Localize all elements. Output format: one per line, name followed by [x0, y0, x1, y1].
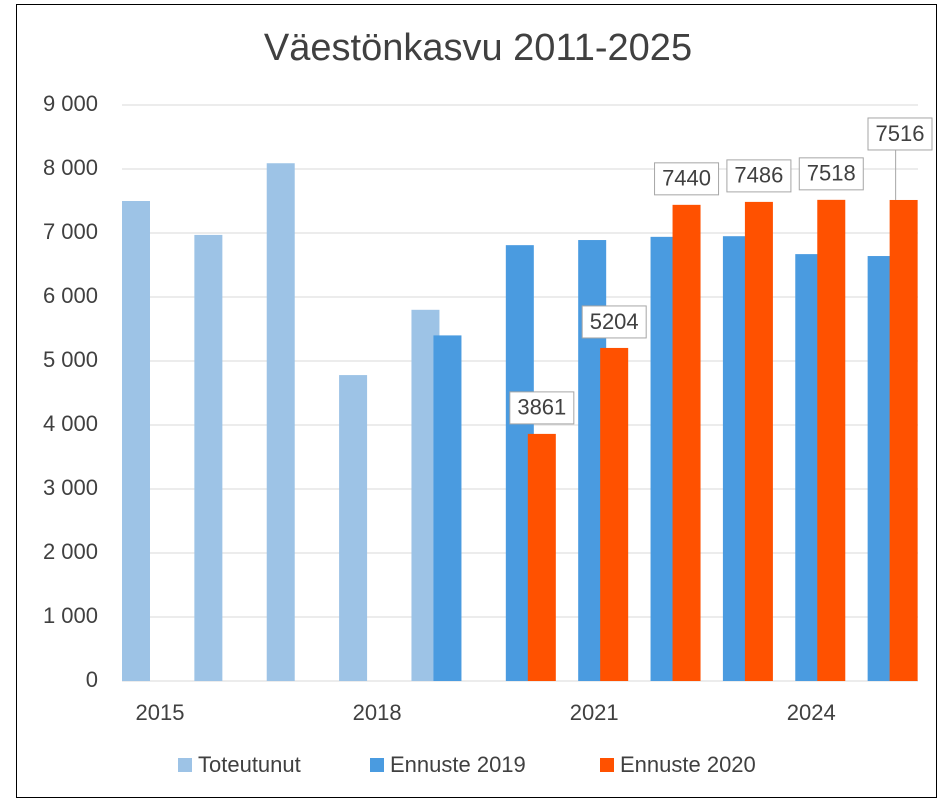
- data-label-box: [726, 159, 792, 193]
- data-label: 7440: [662, 166, 711, 191]
- legend-swatch: [600, 758, 614, 772]
- y-tick-label: 0: [86, 667, 98, 692]
- bar: [339, 375, 368, 681]
- legend-label: Toteutunut: [198, 752, 301, 777]
- legend-swatch: [178, 758, 192, 772]
- bar: [817, 199, 846, 681]
- legend-label: Ennuste 2020: [620, 752, 756, 777]
- y-tick-label: 1 000: [43, 603, 98, 628]
- data-label-box: [509, 391, 575, 425]
- legend-swatch: [370, 758, 384, 772]
- x-tick-label: 2021: [570, 700, 619, 725]
- chart-title: Väestönkasvu 2011-2025: [264, 27, 692, 69]
- bar: [889, 199, 918, 681]
- y-tick-label: 4 000: [43, 411, 98, 436]
- y-tick-label: 5 000: [43, 347, 98, 372]
- bar: [266, 163, 295, 682]
- y-tick-label: 8 000: [43, 155, 98, 180]
- bar: [744, 201, 773, 681]
- data-label: 3861: [517, 395, 566, 420]
- x-tick-label: 2018: [353, 700, 402, 725]
- bar: [527, 433, 556, 681]
- y-tick-label: 3 000: [43, 475, 98, 500]
- data-label-box: [798, 157, 864, 191]
- x-tick-label: 2024: [787, 700, 836, 725]
- y-tick-label: 6 000: [43, 283, 98, 308]
- data-label: 7486: [734, 163, 783, 188]
- data-label: 7516: [876, 121, 925, 146]
- chart-frame: [16, 4, 937, 798]
- legend-label: Ennuste 2019: [390, 752, 526, 777]
- x-tick-label: 2015: [136, 700, 185, 725]
- bar: [600, 347, 629, 681]
- bar: [194, 234, 223, 682]
- data-label-box: [867, 117, 933, 151]
- data-label: 5204: [590, 309, 639, 334]
- data-label-box: [581, 305, 647, 339]
- bar: [433, 335, 462, 681]
- bar: [122, 201, 150, 681]
- y-tick-label: 9 000: [43, 91, 98, 116]
- y-tick-label: 2 000: [43, 539, 98, 564]
- data-label-box: [654, 162, 720, 196]
- data-label: 7518: [807, 161, 856, 186]
- y-tick-label: 7 000: [43, 219, 98, 244]
- bar: [672, 204, 701, 681]
